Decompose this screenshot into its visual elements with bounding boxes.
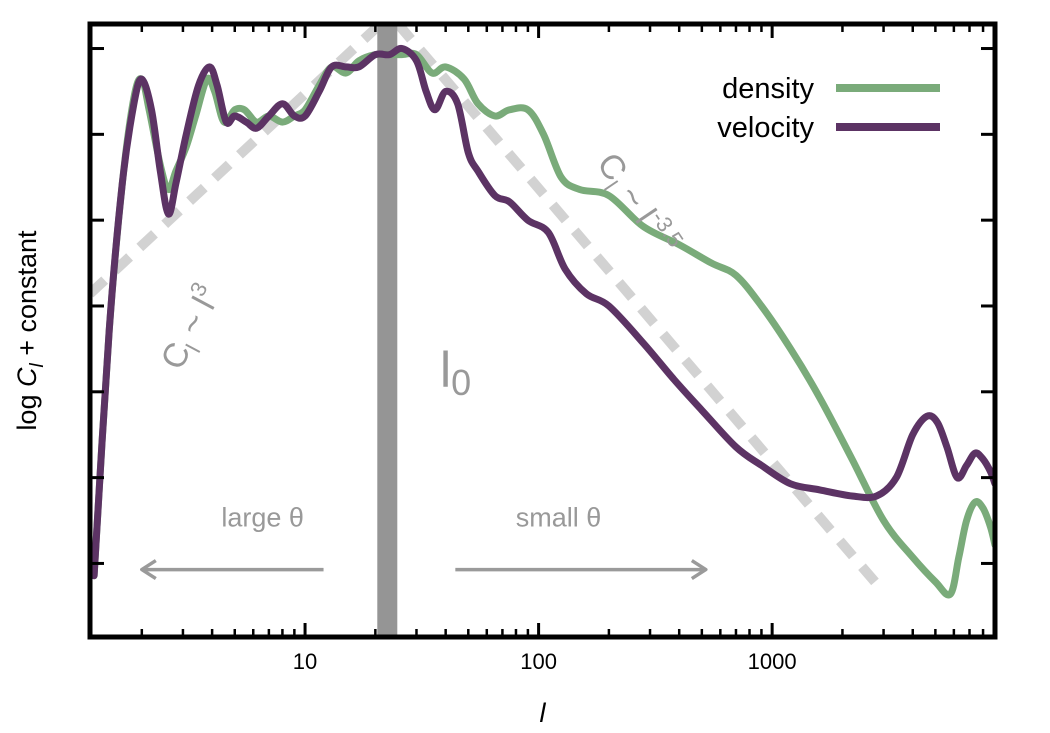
series-lines [90,44,995,599]
legend: density velocity [717,73,940,144]
reference-line-2 [394,24,884,592]
x-tick-label: 10 [293,649,317,674]
reference-lines [90,24,884,592]
large-theta-arrow-head [140,559,157,581]
legend-label-velocity: velocity [717,112,814,144]
large-theta-label: large θ [221,503,304,533]
direction-arrows: large θ small θ [140,503,708,581]
l0-label: l0 [440,342,471,403]
x-tick-label: 1000 [748,649,797,674]
x-axis-label: l [540,698,547,728]
plot-frame [87,21,998,640]
legend-label-density: density [722,73,814,105]
small-theta-arrow-head [690,559,708,581]
series-line-velocity [90,44,995,580]
y-axis-label: log Cl + constant [12,230,48,431]
x-tick-label: 100 [520,649,557,674]
small-theta-label: small θ [516,503,602,533]
